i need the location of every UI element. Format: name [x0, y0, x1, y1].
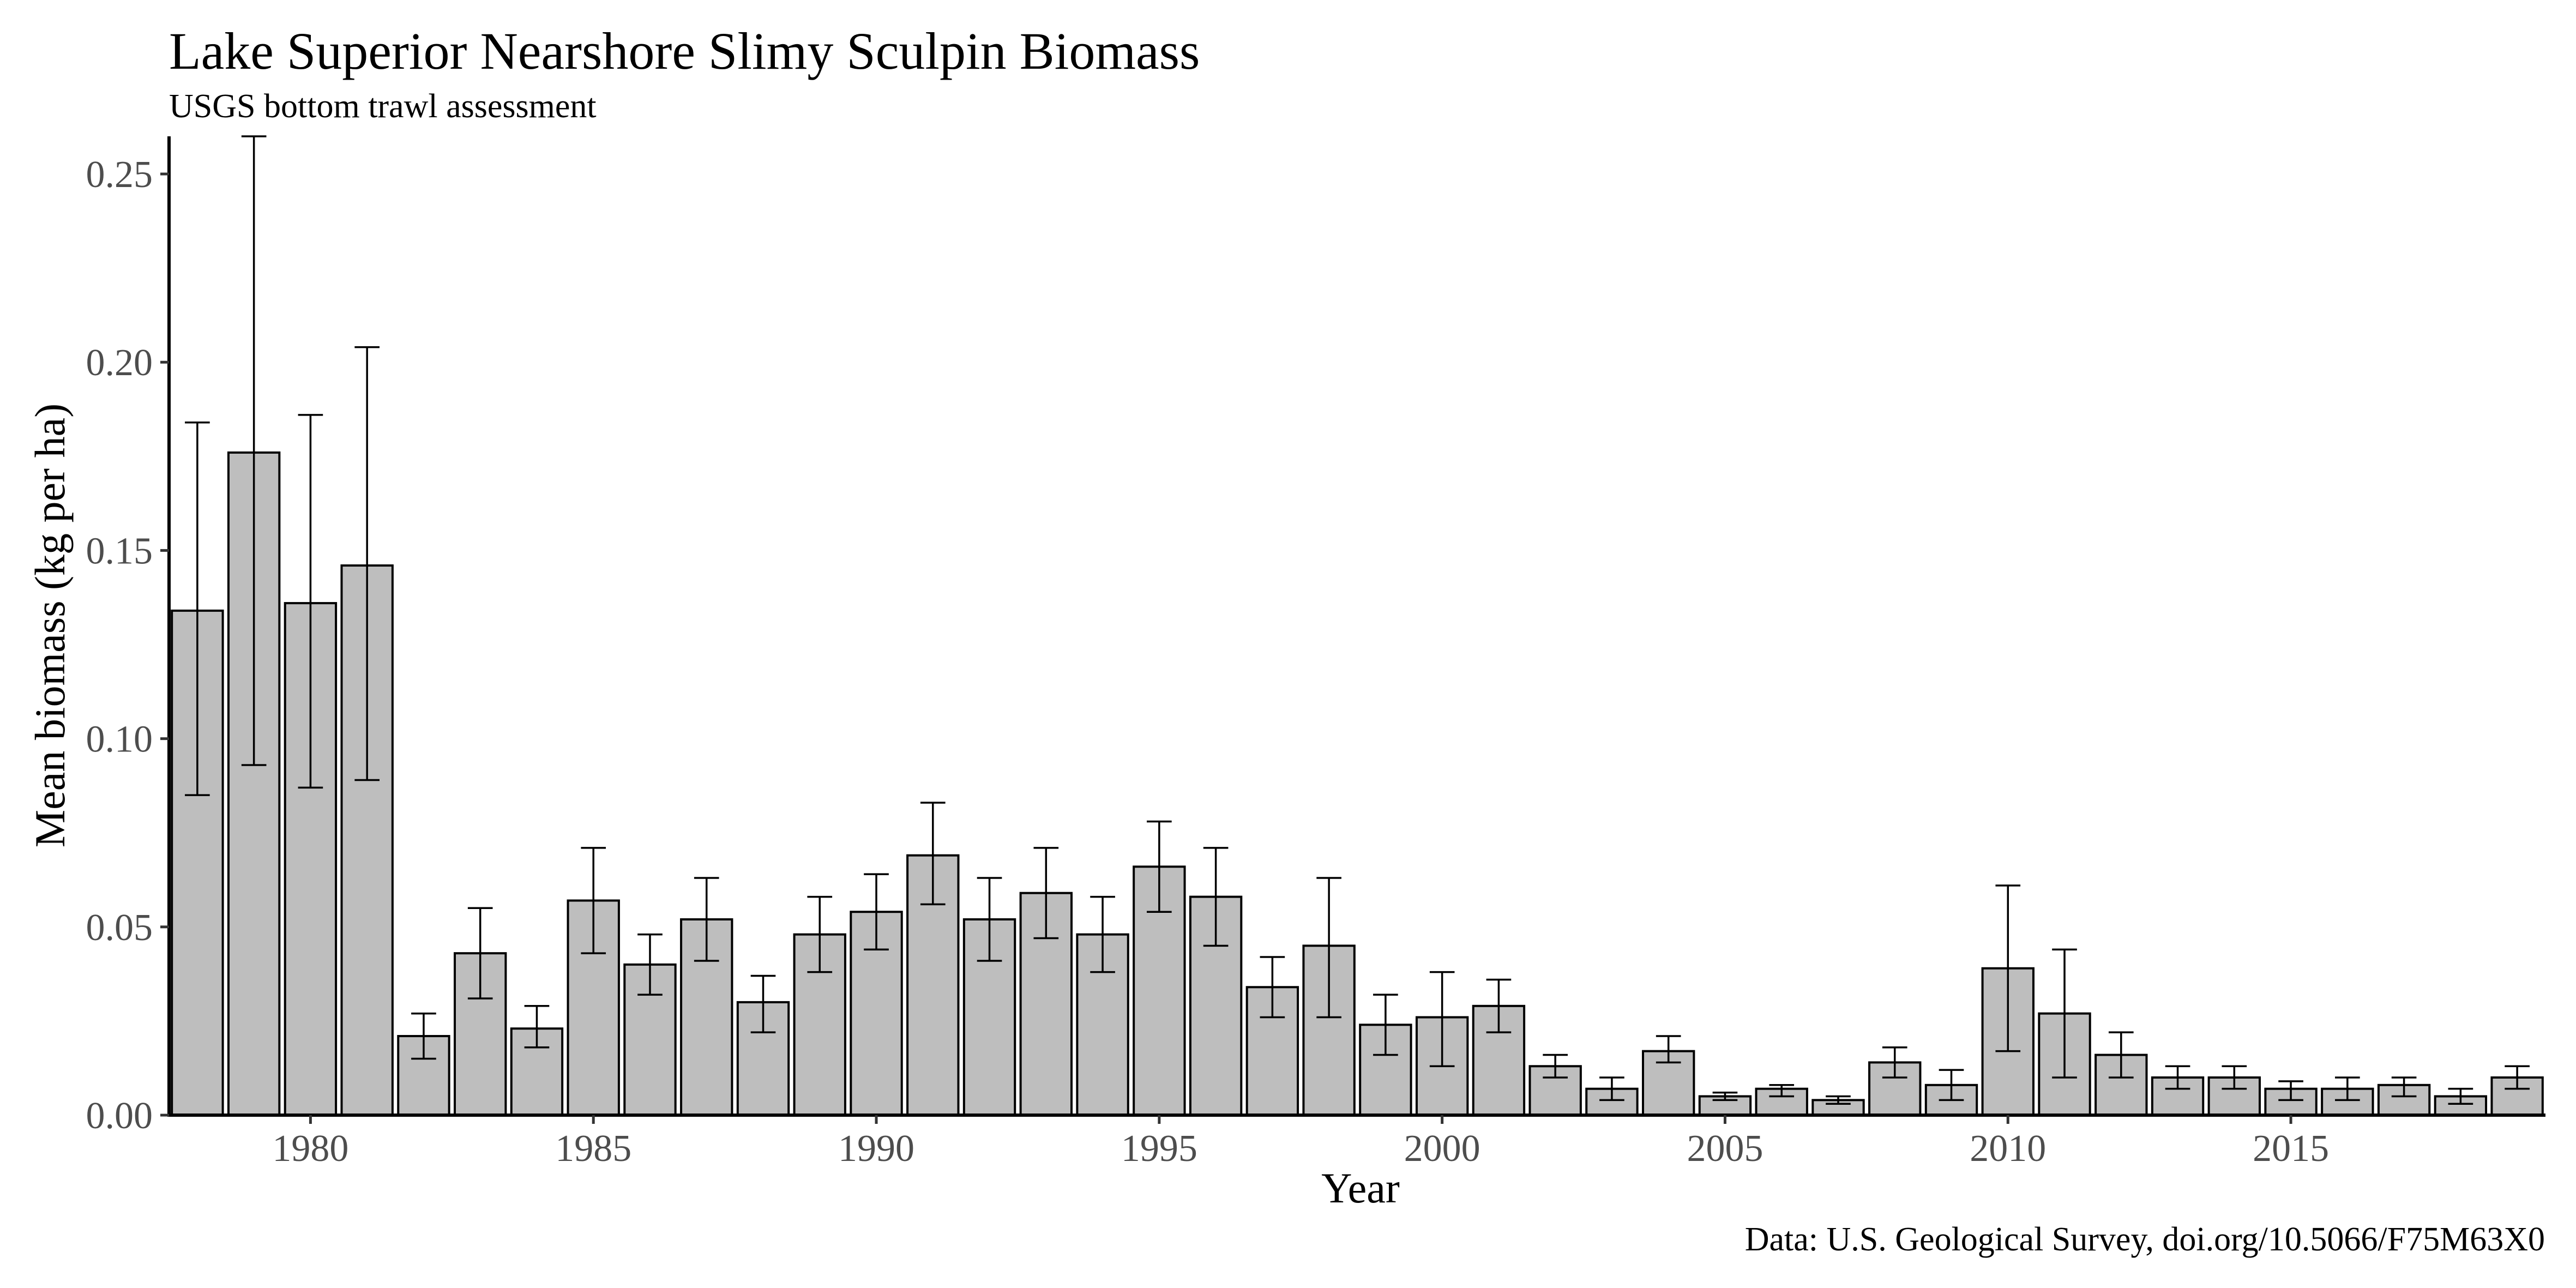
error-bar-2019 [2505, 1065, 2530, 1090]
error-bar-1986 [637, 933, 663, 996]
error-bar-1985 [581, 847, 606, 954]
x-tick-label: 2005 [1687, 1128, 1763, 1170]
error-bar-1981 [354, 346, 380, 781]
error-bar-1978 [185, 421, 210, 796]
error-bar-1991 [920, 802, 946, 906]
y-tick-label: 0.15 [86, 530, 153, 572]
error-bar-1994 [1090, 895, 1115, 973]
error-bar-2013 [2165, 1065, 2190, 1090]
error-bar-1984 [524, 1005, 550, 1049]
x-tick-label: 1990 [838, 1128, 914, 1170]
x-tick-label: 1985 [555, 1128, 631, 1170]
error-bar-2004 [1656, 1035, 1681, 1064]
error-bar-2014 [2222, 1065, 2247, 1090]
error-bar-2003 [1599, 1076, 1624, 1102]
error-bar-1995 [1147, 820, 1172, 913]
x-tick-label: 1995 [1121, 1128, 1197, 1170]
x-tick-label: 2015 [2253, 1128, 2329, 1170]
error-bar-2017 [2391, 1076, 2417, 1098]
plot-area [171, 135, 2544, 1117]
error-bar-1980 [298, 414, 323, 789]
error-bar-2001 [1486, 978, 1512, 1033]
error-bar-2007 [1826, 1095, 1851, 1105]
error-bar-1998 [1316, 877, 1341, 1019]
error-bar-1997 [1260, 956, 1285, 1019]
bar-1994 [1076, 933, 1129, 1116]
chart-title: Lake Superior Nearshore Slimy Sculpin Bi… [169, 22, 1200, 80]
error-bar-2016 [2335, 1076, 2360, 1102]
error-bar-2010 [1995, 884, 2021, 1052]
bar-1981 [340, 564, 394, 1116]
error-bar-1983 [467, 907, 493, 1000]
x-tick-label: 1980 [272, 1128, 348, 1170]
y-tick-label: 0.00 [86, 1095, 153, 1137]
error-bar-2012 [2108, 1031, 2134, 1079]
error-bar-2009 [1939, 1069, 1964, 1102]
x-tick-label: 2010 [1970, 1128, 2046, 1170]
error-bar-2018 [2448, 1087, 2473, 1105]
error-bar-1993 [1033, 847, 1059, 940]
error-bar-1990 [864, 873, 889, 950]
y-tick-label: 0.25 [86, 154, 153, 196]
x-axis: 1980 1985 1990 1995 2000 2005 2010 2015 [272, 1115, 2329, 1170]
error-bar-1982 [411, 1012, 436, 1060]
y-tick-label: 0.20 [86, 342, 153, 384]
error-bar-2008 [1882, 1046, 1907, 1079]
y-tick-label: 0.10 [86, 719, 153, 761]
error-bar-2000 [1429, 971, 1455, 1067]
error-bar-1999 [1373, 994, 1398, 1056]
chart-caption: Data: U.S. Geological Survey, doi.org/10… [1745, 1221, 2545, 1258]
error-bar-2002 [1543, 1054, 1568, 1079]
error-bar-1988 [750, 974, 776, 1033]
error-bar-1979 [241, 135, 267, 766]
y-axis-title: Mean biomass (kg per ha) [26, 404, 74, 847]
y-axis: 0.00 0.05 0.10 0.15 0.20 0.25 [86, 154, 169, 1137]
error-bar-1992 [977, 877, 1002, 962]
error-bar-2011 [2052, 948, 2077, 1079]
x-tick-label: 2000 [1404, 1128, 1480, 1170]
error-bar-2006 [1769, 1084, 1795, 1098]
error-bar-1996 [1203, 847, 1229, 947]
error-bar-2015 [2278, 1080, 2303, 1102]
chart-subtitle: USGS bottom trawl assessment [169, 88, 597, 125]
error-bar-1987 [694, 877, 719, 962]
x-axis-title: Year [1321, 1164, 1400, 1212]
y-tick-label: 0.05 [86, 907, 153, 949]
error-bar-1989 [807, 895, 833, 973]
error-bar-2005 [1712, 1091, 1738, 1102]
